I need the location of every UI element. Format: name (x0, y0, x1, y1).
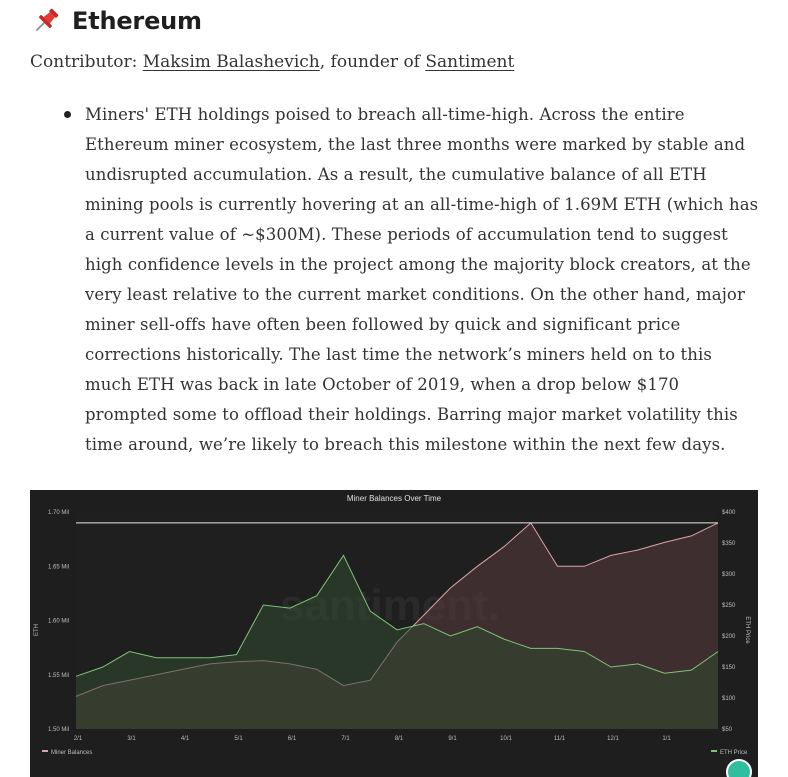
y-right-tick-label: $200 (722, 634, 736, 640)
legend-right-label: ETH Price (720, 750, 748, 756)
contributor-name-link[interactable]: Maksim Balashevich (142, 52, 320, 72)
y-right-tick-label: $150 (722, 665, 736, 671)
y-left-tick-label: 1.65 Mil (48, 564, 69, 570)
x-tick-label: 10/1 (500, 736, 512, 742)
y-right-tick-label: $100 (722, 696, 736, 702)
section-heading: Ethereum (30, 4, 202, 38)
y-left-axis-label: ETH (34, 624, 40, 636)
page-title: Ethereum (72, 7, 202, 35)
y-right-tick-label: $350 (722, 541, 736, 547)
y-right-tick-label: $250 (722, 603, 736, 609)
x-tick-label: 4/1 (181, 736, 190, 742)
legend-left-swatch (42, 750, 48, 752)
bullet-item: Miners' ETH holdings poised to breach al… (60, 100, 760, 460)
contributor-org-link[interactable]: Santiment (425, 52, 515, 72)
x-tick-label: 9/1 (448, 736, 457, 742)
chart-title: Miner Balances Over Time (347, 494, 442, 503)
contributor-middle: , founder of (319, 52, 426, 72)
series-line-1 (75, 554, 719, 677)
x-tick-label: 1/1 (662, 736, 671, 742)
x-tick-label: 11/1 (554, 736, 566, 742)
x-tick-label: 7/1 (341, 736, 350, 742)
y-left-tick-label: 1.55 Mil (48, 673, 69, 679)
y-left-tick-label: 1.60 Mil (48, 619, 69, 625)
legend-left-label: Miner Balances (51, 750, 92, 756)
y-right-tick-label: $50 (722, 727, 733, 733)
legend-right-swatch (711, 750, 717, 752)
miner-balances-chart: Miner Balances Over Time santiment. 1.70 M… (30, 490, 758, 777)
chat-bubble-icon[interactable] (726, 759, 752, 777)
contributor-line: Contributor: Maksim Balashevich, founder… (30, 52, 514, 72)
x-tick-label: 12/1 (607, 736, 619, 742)
pushpin-icon (35, 8, 59, 32)
y-right-tick-label: $300 (722, 572, 736, 578)
y-left-tick-label: 1.70 Mil (48, 510, 69, 516)
x-tick-label: 5/1 (234, 736, 243, 742)
y-left-tick-label: 1.50 Mil (48, 727, 69, 733)
y-right-tick-label: $400 (722, 510, 736, 516)
x-tick-label: 3/1 (127, 736, 136, 742)
y-right-axis-label: ETH Price (744, 616, 750, 644)
x-tick-label: 2/1 (74, 736, 83, 742)
bullet-list: Miners' ETH holdings poised to breach al… (60, 100, 760, 460)
series-area-1 (76, 555, 718, 729)
x-tick-label: 8/1 (395, 736, 404, 742)
x-tick-label: 6/1 (288, 736, 297, 742)
contributor-prefix: Contributor: (30, 52, 143, 72)
